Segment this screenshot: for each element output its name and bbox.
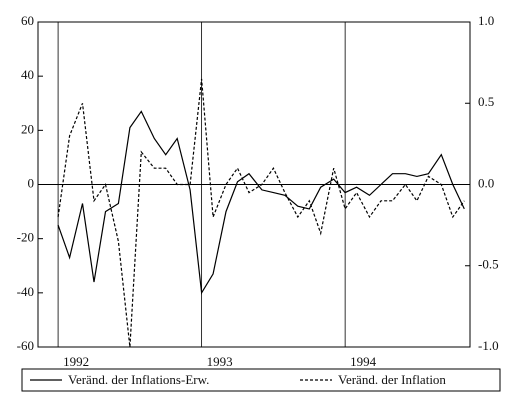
series-line [57, 78, 465, 348]
legend-label: Veränd. der Inflations-Erw. [68, 372, 209, 387]
y2-tick-label: 0.5 [478, 94, 494, 109]
y-tick-label: -60 [17, 338, 34, 353]
y-tick-label: -40 [17, 284, 34, 299]
legend-label: Veränd. der Inflation [338, 372, 446, 387]
y-tick-label: 0 [28, 175, 35, 190]
series-line [57, 110, 465, 295]
y-tick-label: -20 [17, 230, 34, 245]
y2-tick-label: 0.0 [478, 175, 494, 190]
y2-tick-label: -1.0 [478, 338, 499, 353]
y2-tick-label: -0.5 [478, 257, 499, 272]
y2-tick-label: 1.0 [478, 13, 494, 28]
y-tick-label: 20 [21, 121, 34, 136]
x-tick-label: 1993 [207, 354, 233, 369]
x-tick-label: 1992 [63, 354, 89, 369]
x-tick-label: 1994 [350, 354, 377, 369]
y-tick-label: 60 [21, 13, 34, 28]
legend-box [21, 368, 501, 392]
y-tick-label: 40 [21, 67, 34, 82]
